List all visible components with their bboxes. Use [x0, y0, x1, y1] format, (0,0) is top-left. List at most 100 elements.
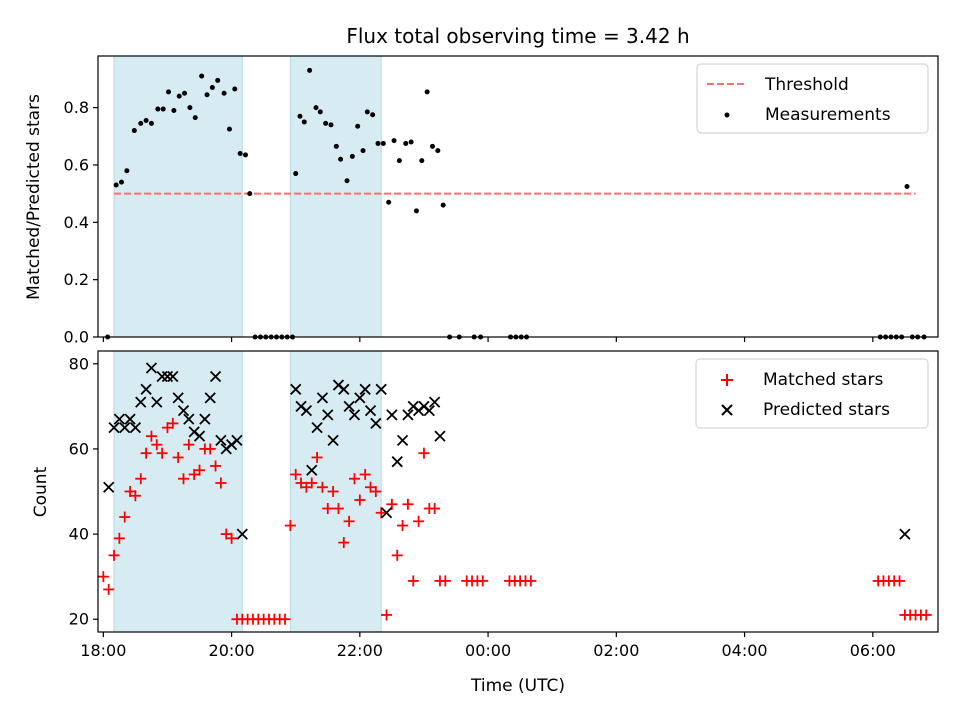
predicted-star-point — [391, 456, 403, 468]
measurement-point — [355, 123, 361, 129]
matched-star-point — [429, 503, 441, 515]
chart-title: Flux total observing time = 3.42 h — [346, 24, 689, 48]
matched-star-point — [920, 609, 932, 621]
matched-star-point — [375, 507, 387, 519]
measurement-point — [182, 90, 188, 96]
predicted-star-point — [177, 404, 190, 417]
measurement-point — [391, 138, 397, 144]
matched-star-point — [407, 575, 419, 587]
predicted-star-point — [145, 362, 158, 374]
x-tick-label: 00:00 — [465, 641, 511, 660]
top-panel: 0.00.20.40.60.8 Matched/Predicted stars … — [24, 55, 939, 347]
measurement-point — [176, 93, 182, 99]
predicted-star-point — [364, 404, 377, 417]
measurement-point — [328, 122, 334, 128]
measurement-point — [440, 202, 446, 208]
predicted-star-point — [135, 396, 147, 408]
matched-star-point — [140, 447, 152, 459]
measurement-point — [166, 89, 172, 95]
top-legend-box — [696, 63, 929, 134]
matched-star-point — [290, 468, 302, 480]
y-tick-label: 0.4 — [64, 213, 89, 232]
bottom-legend-box — [695, 358, 929, 429]
predicted-star-point — [348, 409, 361, 421]
y-tick-label: 60 — [69, 439, 89, 458]
predicted-star-point — [129, 421, 142, 434]
measurement-point — [360, 148, 366, 154]
y-tick-label: 20 — [69, 610, 89, 629]
measurement-point — [338, 156, 344, 162]
observing-windows — [113, 55, 382, 338]
predicted-star-point — [311, 421, 323, 434]
measurement-point — [396, 158, 402, 164]
matched-star-point — [113, 532, 125, 544]
measurement-point — [242, 152, 248, 158]
measurement-point — [323, 120, 329, 126]
predicted-star-point — [209, 370, 222, 383]
predicted-star-point — [396, 434, 409, 447]
predicted-star-point — [108, 421, 120, 434]
measurement-point — [171, 107, 177, 113]
matched-star-point — [215, 477, 227, 489]
measurement-point — [155, 106, 161, 112]
matched-star-point — [151, 439, 163, 451]
predicted-star-point — [215, 434, 227, 447]
measurement-point — [307, 67, 313, 73]
matched-star-point — [391, 549, 403, 561]
x-tick-label: 06:00 — [850, 641, 896, 660]
measurement-point — [297, 113, 303, 119]
measurement-point — [131, 128, 137, 134]
y-tick-label: 0.2 — [64, 270, 89, 289]
top-legend: Threshold Measurements — [696, 63, 929, 134]
matched-star-point — [145, 430, 157, 442]
matched-star-point — [311, 451, 323, 463]
predicted-star-point — [316, 392, 329, 404]
measurement-point — [143, 118, 149, 124]
predicted-star-point — [140, 383, 152, 395]
measurement-point — [904, 183, 910, 189]
y-tick-label: 40 — [69, 525, 89, 544]
observing-window-0 — [113, 55, 243, 338]
measurement-point — [113, 182, 119, 188]
x-axis-label: Time (UTC) — [470, 676, 565, 696]
predicted-star-point — [103, 481, 115, 493]
matched-star-point — [343, 515, 355, 527]
measurement-point — [333, 143, 339, 149]
matched-star-point — [177, 473, 189, 485]
measurement-point — [138, 120, 144, 126]
matched-star-point — [354, 494, 366, 506]
predicted-star-point — [327, 434, 339, 447]
matched-star-point — [306, 477, 318, 489]
x-tick-label: 04:00 — [722, 641, 768, 660]
bottom-legend: Matched stars Predicted stars — [695, 358, 929, 429]
matched-star-point — [381, 609, 393, 621]
matched-star-point — [183, 439, 195, 451]
matched-star-point — [194, 464, 206, 476]
matched-star-point — [108, 549, 120, 561]
matched-star-point — [103, 583, 115, 595]
matched-star-point — [172, 451, 184, 463]
top-y-axis-ticks: 0.0 0.2 0.4 0.6 0.8 — [64, 98, 98, 347]
matched-star-point — [348, 473, 360, 485]
matched-star-point — [894, 575, 906, 587]
measurement-point — [124, 168, 130, 174]
x-tick-label: 02:00 — [593, 641, 639, 660]
legend-predicted-label: Predicted stars — [763, 400, 890, 420]
matched-star-point — [129, 490, 141, 502]
predicted-star-point — [119, 421, 131, 434]
measurement-point — [204, 92, 210, 98]
measurement-point — [344, 178, 350, 184]
matched-star-point — [359, 468, 371, 480]
measurement-point — [237, 150, 243, 156]
matched-star-point — [119, 511, 131, 523]
predicted-star-point — [429, 396, 441, 408]
measurement-point — [408, 139, 414, 145]
matched-star-point — [413, 515, 425, 527]
matched-star-point — [525, 575, 537, 587]
matched-star-point — [332, 503, 344, 515]
measurement-point — [119, 179, 125, 185]
matched-stars-points — [97, 417, 932, 625]
x-tick-label: 20:00 — [209, 641, 255, 660]
matched-star-point — [338, 537, 350, 549]
